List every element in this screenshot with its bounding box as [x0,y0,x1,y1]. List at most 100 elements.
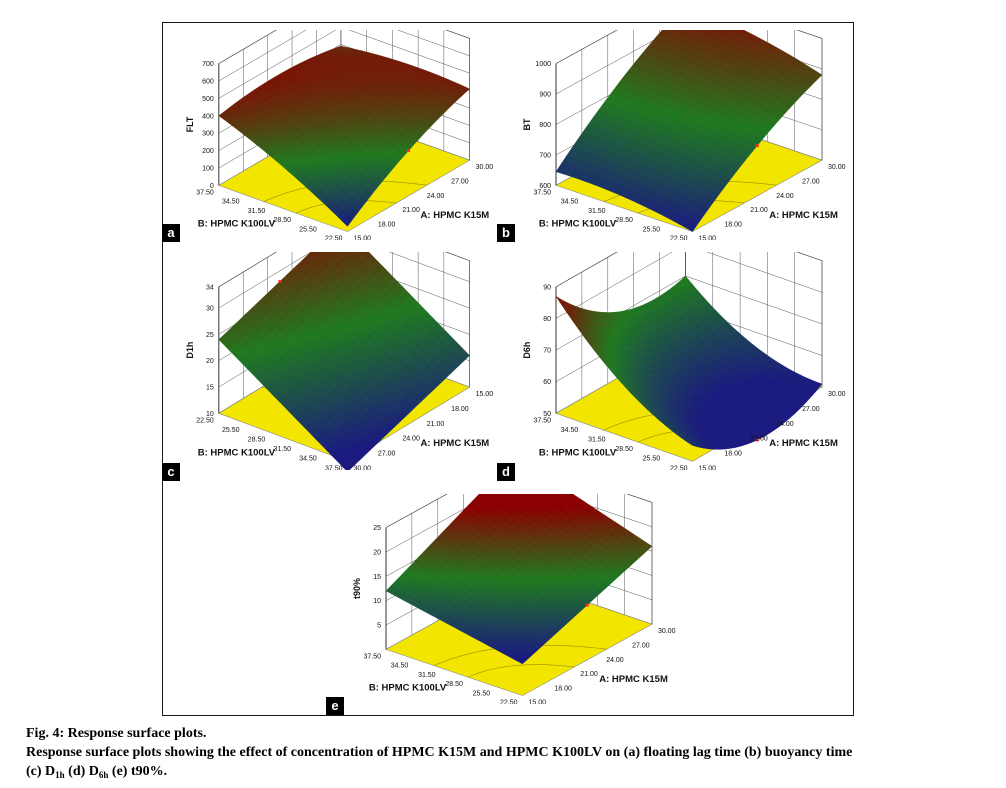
y-tick-label: 31.50 [588,208,606,215]
z-axis-label: BT [522,118,532,130]
z-tick-label: 700 [539,152,551,159]
caption-line-2: Response surface plots showing the effec… [26,745,853,760]
grid-line [218,252,277,288]
grid-line [445,252,470,261]
grid-line [396,30,470,57]
surface-plot-d: 50 60 70 80 90 D6h 15.00 18.00 21.00 24.00 27.00 30… [522,252,846,470]
y-tick-label: 22.50 [196,417,214,424]
y-axis-label: B: HPMC K100LV [198,447,276,458]
y-tick-label: 25.50 [222,427,240,434]
grid-line [218,252,312,309]
y-tick-label: 25.50 [473,690,491,697]
grid-line [348,30,470,74]
y-tick-label: 31.50 [418,672,436,679]
caption-text: (d) D [64,764,99,779]
y-tick-label: 31.50 [588,437,606,444]
x-tick-label: 15.00 [476,391,494,398]
y-tick-label: 37.50 [533,417,551,424]
x-tick-label: 24.00 [402,436,420,443]
z-tick-label: 10 [373,598,381,605]
grid-line [706,252,823,293]
caption-title: Fig. 4: Response surface plots. [26,726,207,741]
figure-caption: Fig. 4: Response surface plots. Response… [26,724,1001,785]
surface-plot-a: 0 100 200 300 400 500 600 700 FLT 15.00 18.00 21.00… [185,30,494,240]
y-axis-label: B: HPMC K100LV [539,447,617,458]
surface-mesh [218,252,470,470]
x-tick-label: 27.00 [802,406,820,413]
y-tick-label: 22.50 [670,236,688,240]
x-tick-label: 30.00 [354,465,372,470]
x-tick-label: 21.00 [402,207,420,214]
x-axis-label: A: HPMC K15M [769,438,838,449]
x-tick-label: 27.00 [632,642,650,649]
z-tick-label: 1000 [535,61,551,68]
x-tick-label: 18.00 [724,221,742,228]
y-tick-label: 28.50 [615,446,633,453]
x-axis-label: A: HPMC K15M [421,438,490,449]
y-tick-label: 34.50 [222,199,240,206]
x-tick-label: 30.00 [828,164,846,171]
x-tick-label: 21.00 [750,207,768,214]
grid-line [388,252,470,283]
caption-line-3: (c) D1h (d) D6h (e) t90%. [26,762,1001,785]
design-point [585,603,589,607]
y-tick-label: 22.50 [670,465,688,470]
surface-mesh [218,45,470,227]
grid-line [218,30,337,99]
panel-label-a: a [162,224,180,242]
z-tick-label: 5 [377,623,381,630]
x-tick-label: 30.00 [828,391,846,398]
surface-plot-e: 5 10 15 20 25 t90% 15.00 18.00 21.00 24.00 27.00 30… [352,494,676,704]
grid-line [385,494,492,553]
z-tick-label: 25 [206,332,214,339]
x-tick-label: 18.00 [554,685,572,692]
z-axis-label: D6h [522,342,532,359]
grid-line [218,30,277,64]
z-tick-label: 30 [206,305,214,312]
design-point [278,279,282,284]
z-tick-label: 100 [202,166,214,173]
x-tick-label: 15.00 [529,700,547,704]
y-tick-label: 34.50 [391,663,409,670]
caption-sub-6h: 6h [98,770,109,780]
z-tick-label: 600 [539,183,551,190]
x-tick-label: 24.00 [606,657,624,664]
z-tick-label: 200 [202,148,214,155]
z-axis-label: t90% [352,578,362,599]
grid-line [385,494,448,528]
z-tick-label: 900 [539,92,551,99]
y-tick-label: 28.50 [273,217,291,224]
z-tick-label: 800 [539,122,551,129]
z-tick-label: 400 [202,113,214,120]
x-axis-label: A: HPMC K15M [421,210,490,221]
x-tick-label: 15.00 [354,236,372,240]
surface-cell [341,461,353,470]
z-tick-label: 60 [543,379,551,386]
x-tick-label: 24.00 [427,193,445,200]
y-tick-label: 25.50 [643,226,661,233]
caption-text: (c) D [26,764,56,779]
y-tick-label: 31.50 [248,208,266,215]
x-axis-label: A: HPMC K15M [769,210,838,221]
grid-line [445,30,470,39]
panel-label-d: d [497,463,515,481]
y-tick-label: 25.50 [643,456,661,463]
z-axis-label: FLT [185,116,195,132]
x-tick-label: 21.00 [750,436,768,443]
z-tick-label: 300 [202,131,214,138]
y-tick-label: 37.50 [196,189,214,196]
y-tick-label: 34.50 [561,427,579,434]
z-tick-label: 80 [543,316,551,323]
x-tick-label: 21.00 [427,421,445,428]
y-tick-label: 22.50 [325,236,343,240]
x-tick-label: 30.00 [476,164,494,171]
x-tick-label: 27.00 [802,178,820,185]
z-tick-label: 0 [210,183,214,190]
surface-cell [516,655,529,665]
x-tick-label: 27.00 [378,450,396,457]
z-tick-label: 15 [206,384,214,391]
x-tick-label: 27.00 [451,178,469,185]
design-point [406,149,411,153]
y-tick-label: 34.50 [299,456,317,463]
grid-line [685,275,823,325]
